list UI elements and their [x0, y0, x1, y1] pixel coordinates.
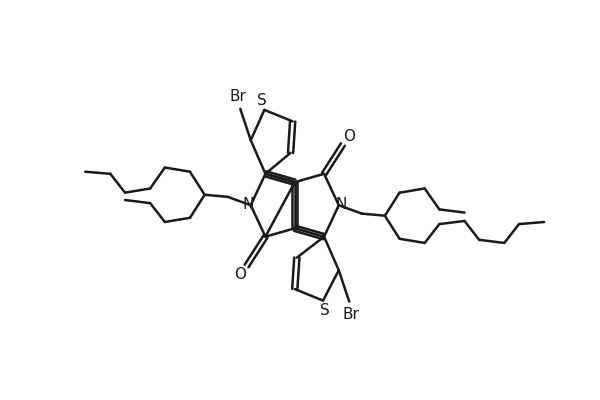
- Text: Br: Br: [230, 89, 247, 104]
- Text: S: S: [257, 93, 267, 108]
- Text: O: O: [343, 128, 355, 144]
- Text: S: S: [320, 302, 330, 318]
- Text: N: N: [335, 197, 347, 212]
- Text: Br: Br: [343, 307, 360, 322]
- Text: N: N: [243, 197, 254, 212]
- Text: O: O: [234, 267, 246, 282]
